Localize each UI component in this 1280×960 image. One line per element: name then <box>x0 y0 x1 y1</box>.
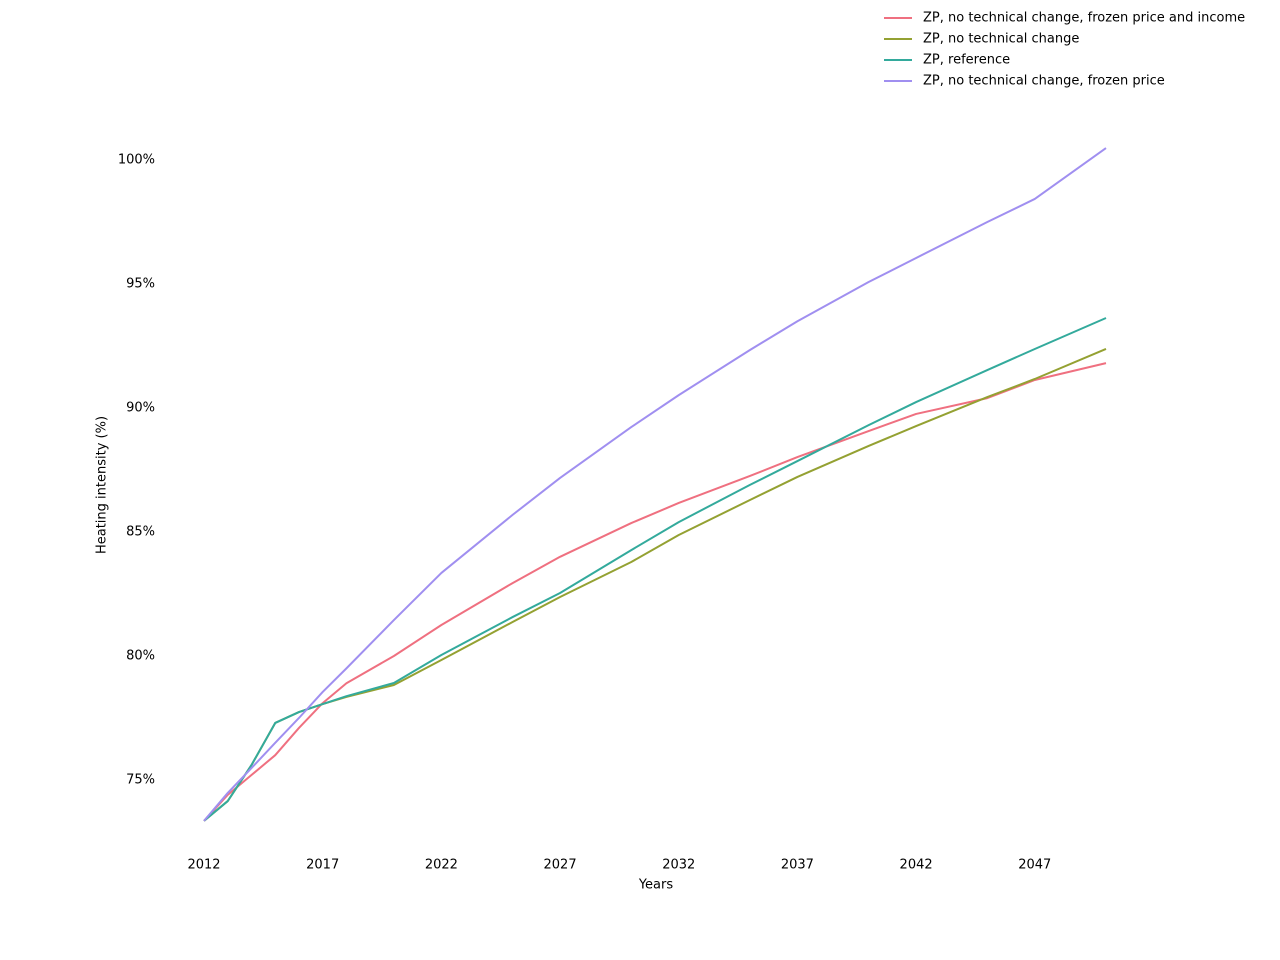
y-tick-label: 100% <box>118 153 155 168</box>
series-line <box>203 147 1107 822</box>
series-line <box>203 317 1107 822</box>
legend-label: ZP, no technical change, frozen price an… <box>923 11 1245 26</box>
legend-label: ZP, no technical change <box>923 32 1079 47</box>
x-tick-label: 2012 <box>187 858 220 873</box>
y-tick-label: 75% <box>126 772 155 787</box>
x-tick-label: 2032 <box>662 858 695 873</box>
legend-label: ZP, no technical change, frozen price <box>923 74 1165 89</box>
x-tick-label: 2037 <box>781 858 814 873</box>
y-axis-title: Heating intensity (%) <box>95 416 110 554</box>
x-tick-label: 2047 <box>1018 858 1051 873</box>
x-tick-label: 2022 <box>425 858 458 873</box>
series-line <box>203 348 1107 822</box>
x-tick-label: 2042 <box>900 858 933 873</box>
x-tick-label: 2027 <box>544 858 577 873</box>
y-tick-label: 85% <box>126 524 155 539</box>
y-tick-label: 80% <box>126 648 155 663</box>
x-tick-label: 2017 <box>306 858 339 873</box>
series-line <box>203 362 1107 822</box>
x-axis-title: Years <box>638 878 674 893</box>
legend-label: ZP, reference <box>923 53 1010 68</box>
y-tick-label: 95% <box>126 277 155 292</box>
y-tick-label: 90% <box>126 401 155 416</box>
